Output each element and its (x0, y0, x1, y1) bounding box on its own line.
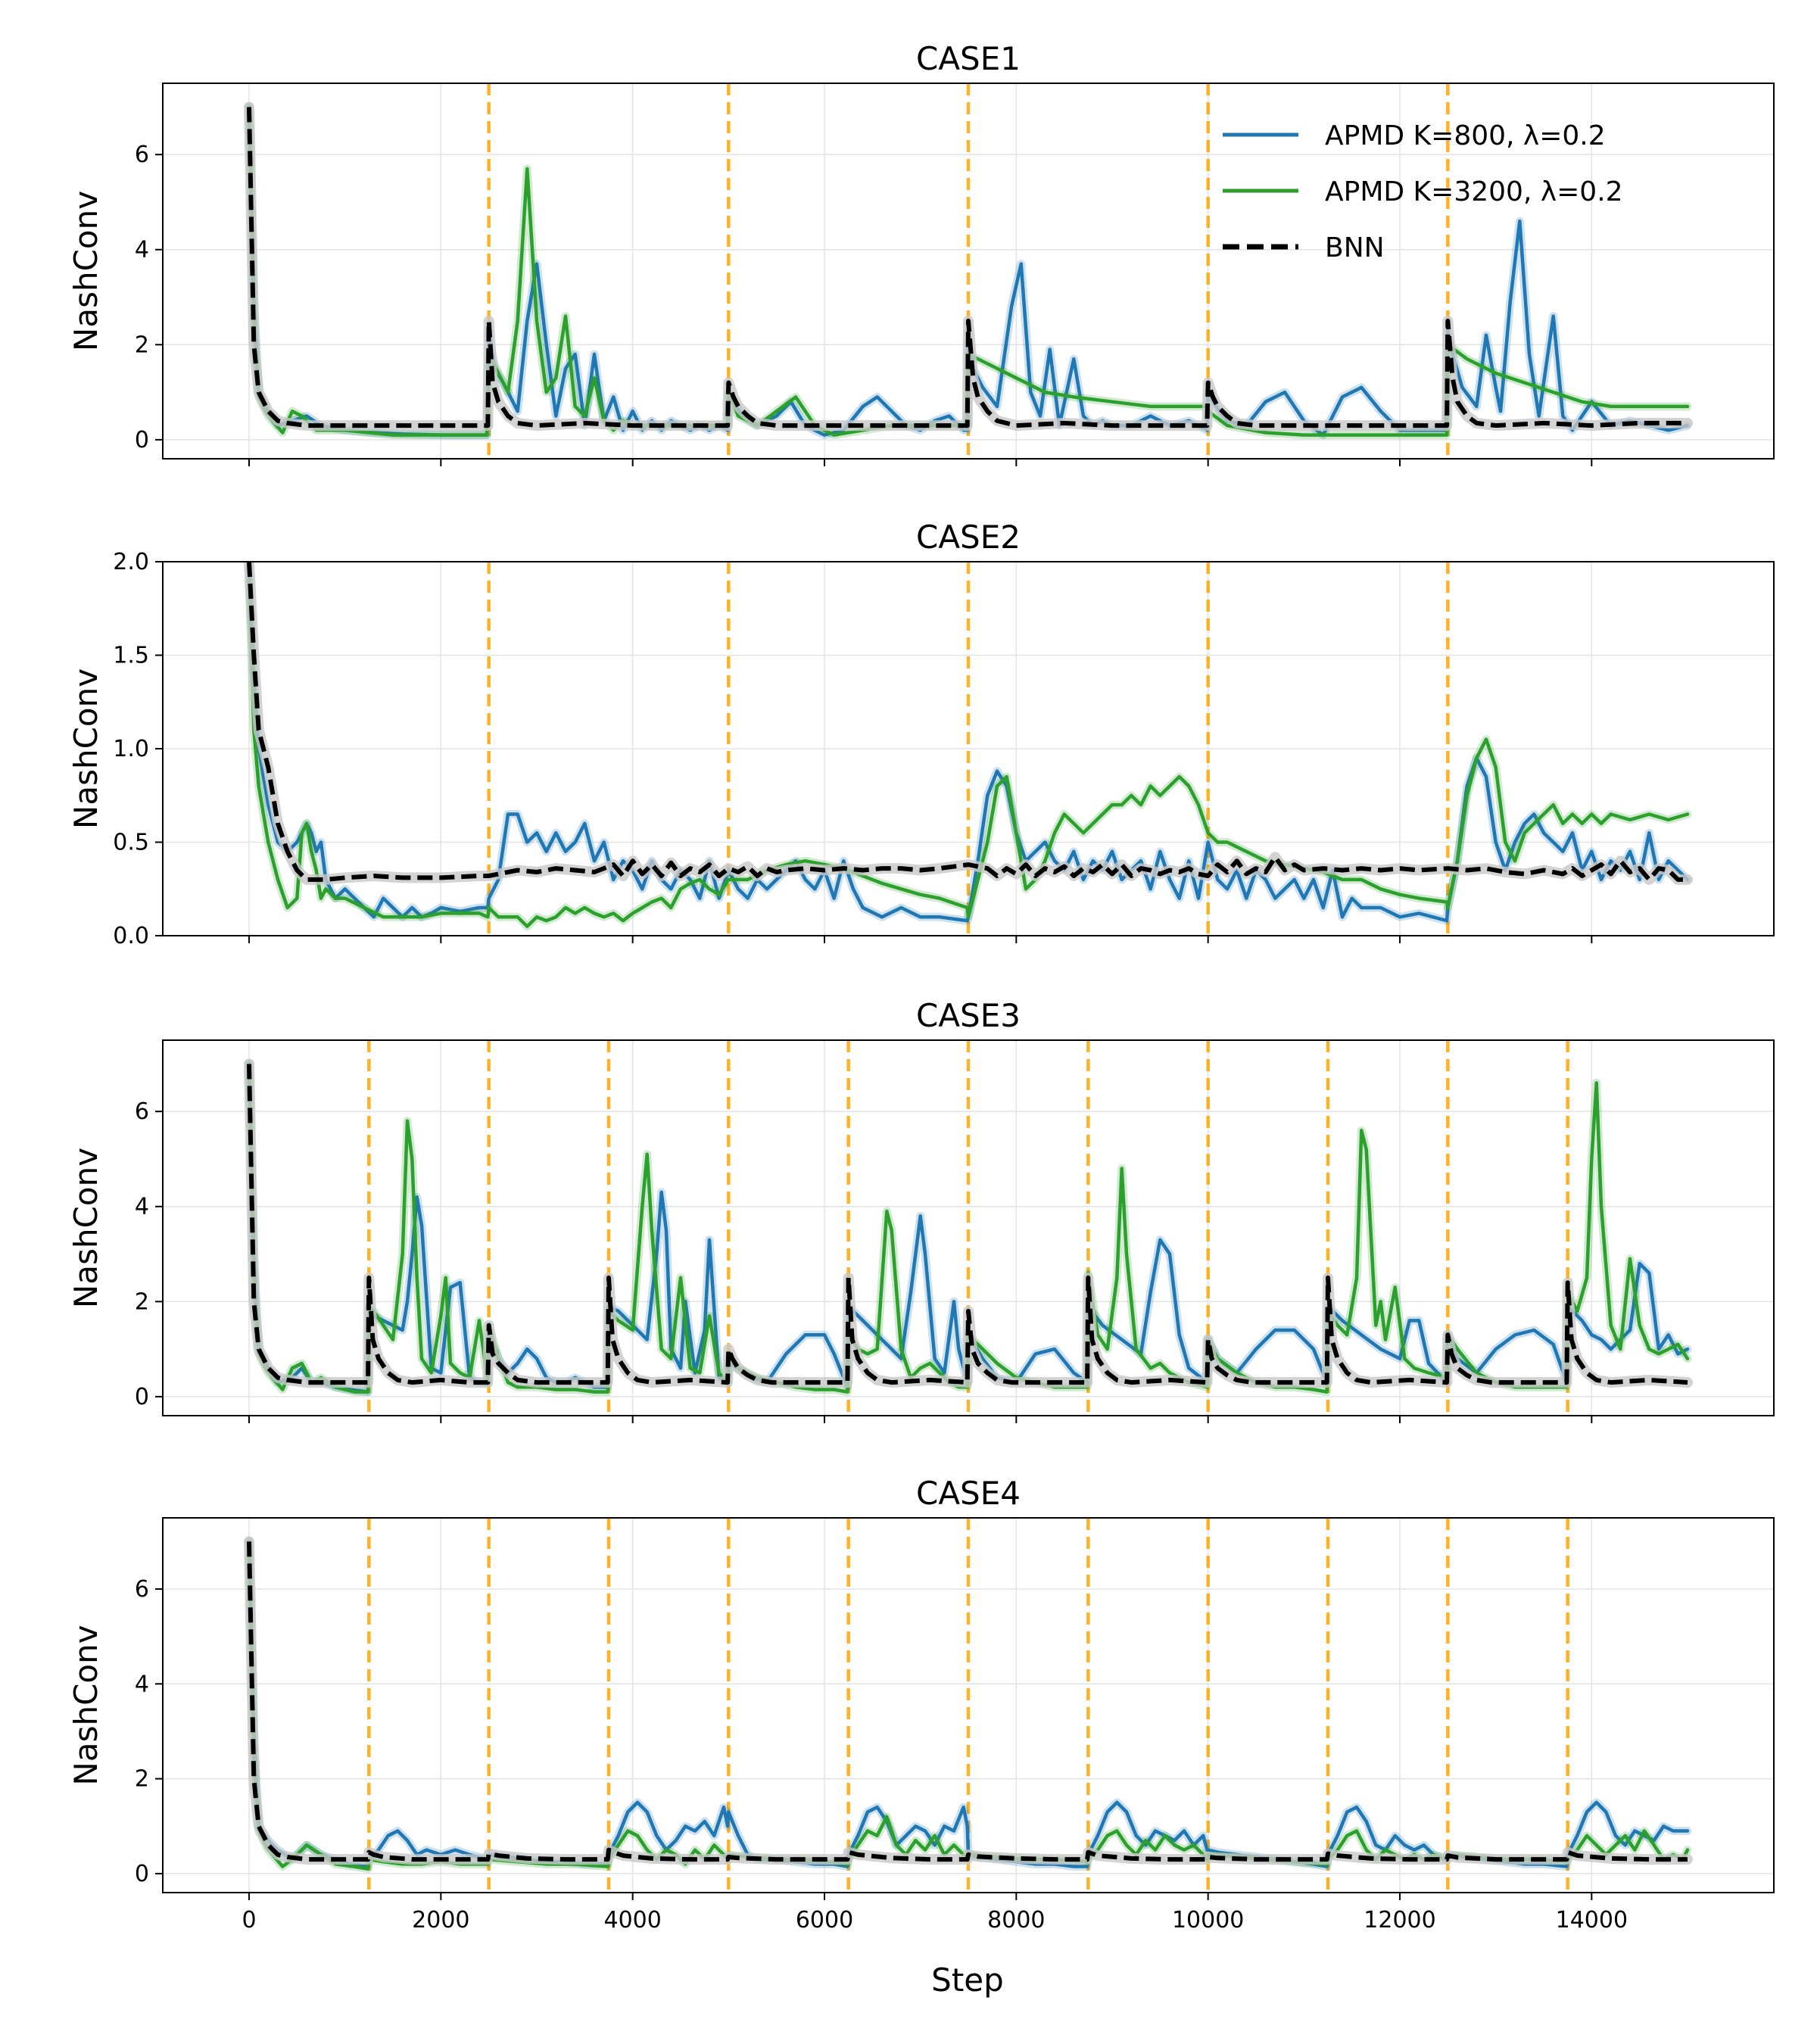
x-axis-label: Step (931, 1961, 1004, 1999)
x-tick-label: 6000 (796, 1907, 853, 1933)
x-tick-label: 4000 (603, 1907, 661, 1933)
x-tick-label: 0 (242, 1907, 256, 1933)
case1-title: CASE1 (916, 40, 1021, 77)
case3-apmd800-line (247, 1062, 1690, 1394)
case4-series-group (244, 1518, 1693, 1893)
case1-y-tick-label: 4 (135, 237, 149, 263)
case3-axes-frame (162, 1039, 1775, 1416)
case3-y-tick-label: 0 (135, 1384, 149, 1410)
legend-entry-3-label: BNN (1325, 232, 1385, 263)
case2-bnn-line (247, 562, 1688, 882)
case2-panel: 0.0 0.5 1.0 1.5 2.0 CASE2 NashConv (67, 519, 1775, 949)
case1-panel: 0 2 4 6 CASE1 NashConv (67, 40, 1775, 466)
case4-y-tick-label: 0 (135, 1861, 149, 1887)
case1-y-tick-label: 0 (135, 427, 149, 453)
case4-y-tick-label: 6 (135, 1576, 149, 1603)
case1-bnn-line (247, 107, 1688, 428)
case3-y-tick-label: 4 (135, 1194, 149, 1220)
case4-title: CASE4 (916, 1475, 1021, 1512)
case3-series-group (244, 1040, 1693, 1416)
legend-entry-2-label: APMD K=3200, λ=0.2 (1325, 176, 1623, 207)
case2-title: CASE2 (916, 519, 1021, 556)
panels-root: 0 2 4 6 CASE1 NashConv 0.0 0.5 1.0 1.5 2.0 CASE2 Nas… (67, 40, 1775, 1933)
x-tick-label: 2000 (412, 1907, 469, 1933)
case3-bnn-line (247, 1064, 1688, 1385)
case3-y-tick-label: 2 (135, 1288, 149, 1315)
case3-y-axis-label: NashConv (67, 1148, 104, 1308)
case4-y-axis-label: NashConv (67, 1625, 104, 1785)
case4-apmd800-band (245, 1537, 1692, 1871)
x-tick-label: 14000 (1556, 1907, 1628, 1933)
case4-panel: 0 2 4 6 0 2000 4000 6000 8000 10000 12000 14000 CASE… (67, 1475, 1775, 1933)
case1-y-tick-label: 6 (135, 142, 149, 168)
case1-y-axis-label: NashConv (67, 191, 104, 351)
case2-y-axis-label: NashConv (67, 668, 104, 829)
case3-y-tick-label: 6 (135, 1098, 149, 1125)
legend: APMD K=800, λ=0.2 APMD K=3200, λ=0.2 BNN (1223, 120, 1623, 263)
case2-y-tick-label: 2.0 (113, 549, 149, 575)
case2-y-tick-label: 1.5 (113, 643, 149, 669)
case1-series-group (244, 83, 1693, 459)
x-tick-label: 10000 (1172, 1907, 1244, 1933)
case1-axes-frame (162, 83, 1775, 460)
case2-y-tick-label: 0.5 (113, 830, 149, 856)
case4-y-tick-label: 4 (135, 1671, 149, 1697)
case3-panel: 0 2 4 6 CASE3 NashConv (67, 997, 1775, 1423)
case4-bnn-line (247, 1541, 1688, 1862)
case3-title: CASE3 (916, 997, 1021, 1034)
case2-y-tick-label: 0.0 (113, 923, 149, 949)
case4-y-tick-label: 2 (135, 1766, 149, 1793)
x-tick-label: 8000 (987, 1907, 1045, 1933)
x-tick-label: 12000 (1364, 1907, 1435, 1933)
case4-axes-frame (162, 1517, 1775, 1893)
case1-y-tick-label: 2 (135, 332, 149, 358)
legend-entry-1-label: APMD K=800, λ=0.2 (1325, 120, 1606, 151)
case2-series-group (244, 562, 1693, 936)
case2-y-tick-label: 1.0 (113, 736, 149, 762)
